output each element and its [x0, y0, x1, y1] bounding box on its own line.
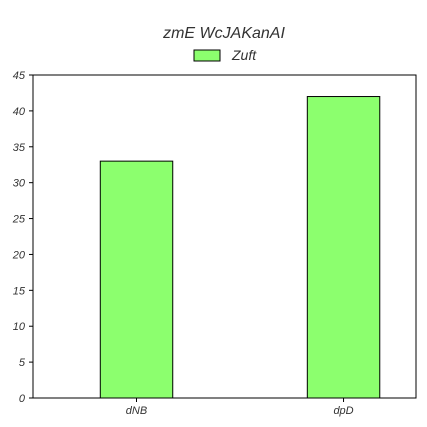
chart-title: zmE WcJAKanAI [162, 25, 285, 42]
y-tick-label: 30 [13, 178, 26, 190]
y-tick-label: 15 [13, 285, 26, 297]
y-tick-label: 20 [12, 249, 26, 261]
plot-area-frame [32, 74, 417, 399]
x-axis-ticks: dNB dpD [126, 398, 354, 417]
y-tick-label: 0 [19, 393, 26, 405]
legend: Zuft [193, 47, 257, 63]
bar-dpd [306, 96, 381, 399]
y-tick-label: 10 [13, 321, 26, 333]
y-tick-label: 25 [12, 214, 26, 226]
y-tick-label: 35 [13, 142, 26, 154]
legend-label-zuft: Zuft [231, 47, 257, 63]
y-axis-ticks: 0 5 10 15 20 25 30 35 40 45 [12, 70, 33, 405]
bars [99, 96, 381, 399]
x-tick-label: dpD [333, 405, 353, 417]
bar-dnb [99, 160, 174, 399]
legend-swatch-zuft [193, 49, 221, 62]
y-tick-label: 5 [19, 357, 26, 369]
x-tick-label: dNB [126, 405, 147, 417]
y-tick-label: 45 [13, 70, 26, 82]
y-tick-label: 40 [13, 106, 26, 118]
